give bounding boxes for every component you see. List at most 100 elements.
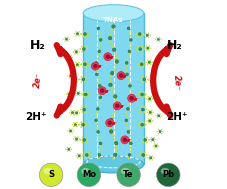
Ellipse shape bbox=[143, 121, 145, 123]
Ellipse shape bbox=[114, 106, 118, 110]
Ellipse shape bbox=[150, 59, 151, 61]
Ellipse shape bbox=[82, 154, 84, 156]
Ellipse shape bbox=[73, 110, 74, 112]
Ellipse shape bbox=[128, 81, 130, 83]
Ellipse shape bbox=[147, 64, 148, 65]
Ellipse shape bbox=[155, 39, 156, 40]
Ellipse shape bbox=[71, 112, 74, 114]
Text: H₂: H₂ bbox=[166, 39, 182, 52]
Ellipse shape bbox=[81, 141, 84, 143]
Ellipse shape bbox=[83, 5, 144, 22]
Ellipse shape bbox=[82, 78, 85, 81]
Ellipse shape bbox=[153, 77, 154, 79]
Ellipse shape bbox=[74, 77, 75, 78]
Ellipse shape bbox=[67, 95, 68, 97]
Ellipse shape bbox=[139, 66, 141, 68]
Ellipse shape bbox=[91, 62, 99, 70]
Ellipse shape bbox=[96, 123, 97, 125]
Ellipse shape bbox=[73, 130, 74, 132]
Ellipse shape bbox=[116, 146, 118, 148]
Ellipse shape bbox=[130, 146, 132, 148]
Ellipse shape bbox=[112, 134, 114, 137]
Ellipse shape bbox=[141, 31, 142, 33]
Ellipse shape bbox=[73, 126, 75, 128]
Ellipse shape bbox=[107, 121, 112, 125]
Ellipse shape bbox=[112, 25, 115, 28]
Ellipse shape bbox=[88, 33, 89, 35]
Ellipse shape bbox=[159, 60, 160, 61]
Ellipse shape bbox=[78, 124, 79, 125]
Text: e⁻: e⁻ bbox=[134, 97, 140, 101]
Ellipse shape bbox=[113, 68, 115, 70]
Ellipse shape bbox=[84, 93, 87, 96]
Ellipse shape bbox=[144, 138, 147, 141]
Ellipse shape bbox=[112, 91, 115, 94]
Ellipse shape bbox=[78, 62, 80, 64]
Ellipse shape bbox=[100, 146, 101, 148]
Ellipse shape bbox=[141, 108, 144, 111]
Ellipse shape bbox=[137, 63, 139, 65]
Ellipse shape bbox=[112, 158, 115, 160]
Ellipse shape bbox=[148, 114, 150, 115]
Ellipse shape bbox=[70, 110, 72, 112]
Ellipse shape bbox=[88, 63, 89, 65]
Text: 2e⁻: 2e⁻ bbox=[33, 72, 43, 89]
Ellipse shape bbox=[148, 155, 150, 157]
Ellipse shape bbox=[84, 33, 86, 36]
Ellipse shape bbox=[115, 99, 118, 101]
Ellipse shape bbox=[148, 36, 150, 38]
Ellipse shape bbox=[109, 80, 111, 82]
Ellipse shape bbox=[88, 156, 89, 158]
Ellipse shape bbox=[128, 153, 131, 156]
Ellipse shape bbox=[84, 152, 86, 153]
Ellipse shape bbox=[153, 81, 154, 83]
Ellipse shape bbox=[155, 139, 157, 140]
Ellipse shape bbox=[95, 119, 98, 122]
Ellipse shape bbox=[129, 100, 131, 102]
Ellipse shape bbox=[85, 111, 87, 113]
Ellipse shape bbox=[78, 51, 80, 53]
Ellipse shape bbox=[153, 145, 154, 147]
Ellipse shape bbox=[143, 106, 146, 108]
Ellipse shape bbox=[151, 100, 152, 102]
Ellipse shape bbox=[148, 61, 151, 64]
Ellipse shape bbox=[66, 94, 67, 95]
Ellipse shape bbox=[137, 36, 139, 37]
Ellipse shape bbox=[82, 31, 84, 33]
Ellipse shape bbox=[95, 61, 98, 64]
Ellipse shape bbox=[161, 133, 162, 134]
Ellipse shape bbox=[95, 70, 97, 71]
Ellipse shape bbox=[141, 156, 142, 158]
Ellipse shape bbox=[73, 51, 74, 53]
Ellipse shape bbox=[157, 38, 159, 40]
Ellipse shape bbox=[85, 46, 86, 48]
Ellipse shape bbox=[82, 66, 84, 68]
Ellipse shape bbox=[154, 79, 156, 81]
Ellipse shape bbox=[113, 102, 121, 110]
Ellipse shape bbox=[151, 79, 153, 81]
Ellipse shape bbox=[117, 72, 125, 80]
Ellipse shape bbox=[154, 97, 155, 98]
Ellipse shape bbox=[79, 48, 81, 50]
Ellipse shape bbox=[84, 81, 86, 83]
Ellipse shape bbox=[146, 49, 147, 51]
Ellipse shape bbox=[115, 104, 120, 108]
Ellipse shape bbox=[65, 38, 68, 40]
Ellipse shape bbox=[128, 135, 130, 137]
Ellipse shape bbox=[89, 154, 91, 156]
Ellipse shape bbox=[143, 66, 144, 68]
Ellipse shape bbox=[151, 141, 152, 142]
Ellipse shape bbox=[93, 64, 98, 68]
Ellipse shape bbox=[121, 168, 130, 174]
Ellipse shape bbox=[71, 149, 72, 150]
Ellipse shape bbox=[155, 95, 157, 97]
Ellipse shape bbox=[98, 104, 100, 106]
Ellipse shape bbox=[77, 136, 79, 138]
Ellipse shape bbox=[155, 75, 157, 76]
Ellipse shape bbox=[74, 33, 75, 35]
Ellipse shape bbox=[129, 96, 134, 101]
Ellipse shape bbox=[145, 124, 147, 126]
Ellipse shape bbox=[155, 99, 157, 100]
Ellipse shape bbox=[111, 88, 113, 90]
Ellipse shape bbox=[114, 153, 117, 157]
